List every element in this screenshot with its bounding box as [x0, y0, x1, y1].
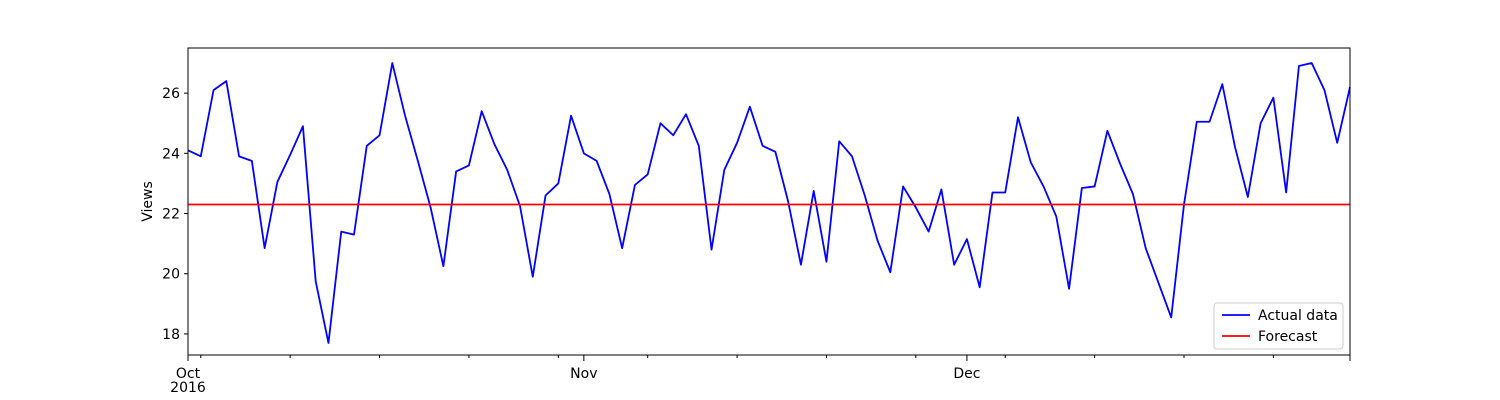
plot-area	[187, 47, 1351, 356]
series-line-actual	[187, 62, 1351, 344]
x-tick-label: Oct	[176, 366, 201, 382]
y-axis: 18 20 22 24 26	[162, 86, 188, 343]
x-tick-label: Dec	[953, 366, 980, 382]
legend-label-forecast: Forecast	[1258, 329, 1318, 345]
axes-frame	[187, 47, 1351, 356]
series-layer	[187, 62, 1351, 344]
y-tick-label: 22	[162, 207, 180, 223]
y-tick-label: 18	[162, 327, 180, 343]
y-tick-label: 24	[162, 146, 180, 162]
x-tick-label: Nov	[570, 366, 597, 382]
x-tick-sublabel: 2016	[170, 380, 206, 396]
y-tick-label: 20	[162, 267, 180, 283]
y-tick-label: 26	[162, 86, 180, 102]
y-axis-title: Views	[140, 181, 156, 222]
legend: Actual data Forecast	[1213, 302, 1344, 350]
legend-label-actual: Actual data	[1258, 308, 1338, 324]
